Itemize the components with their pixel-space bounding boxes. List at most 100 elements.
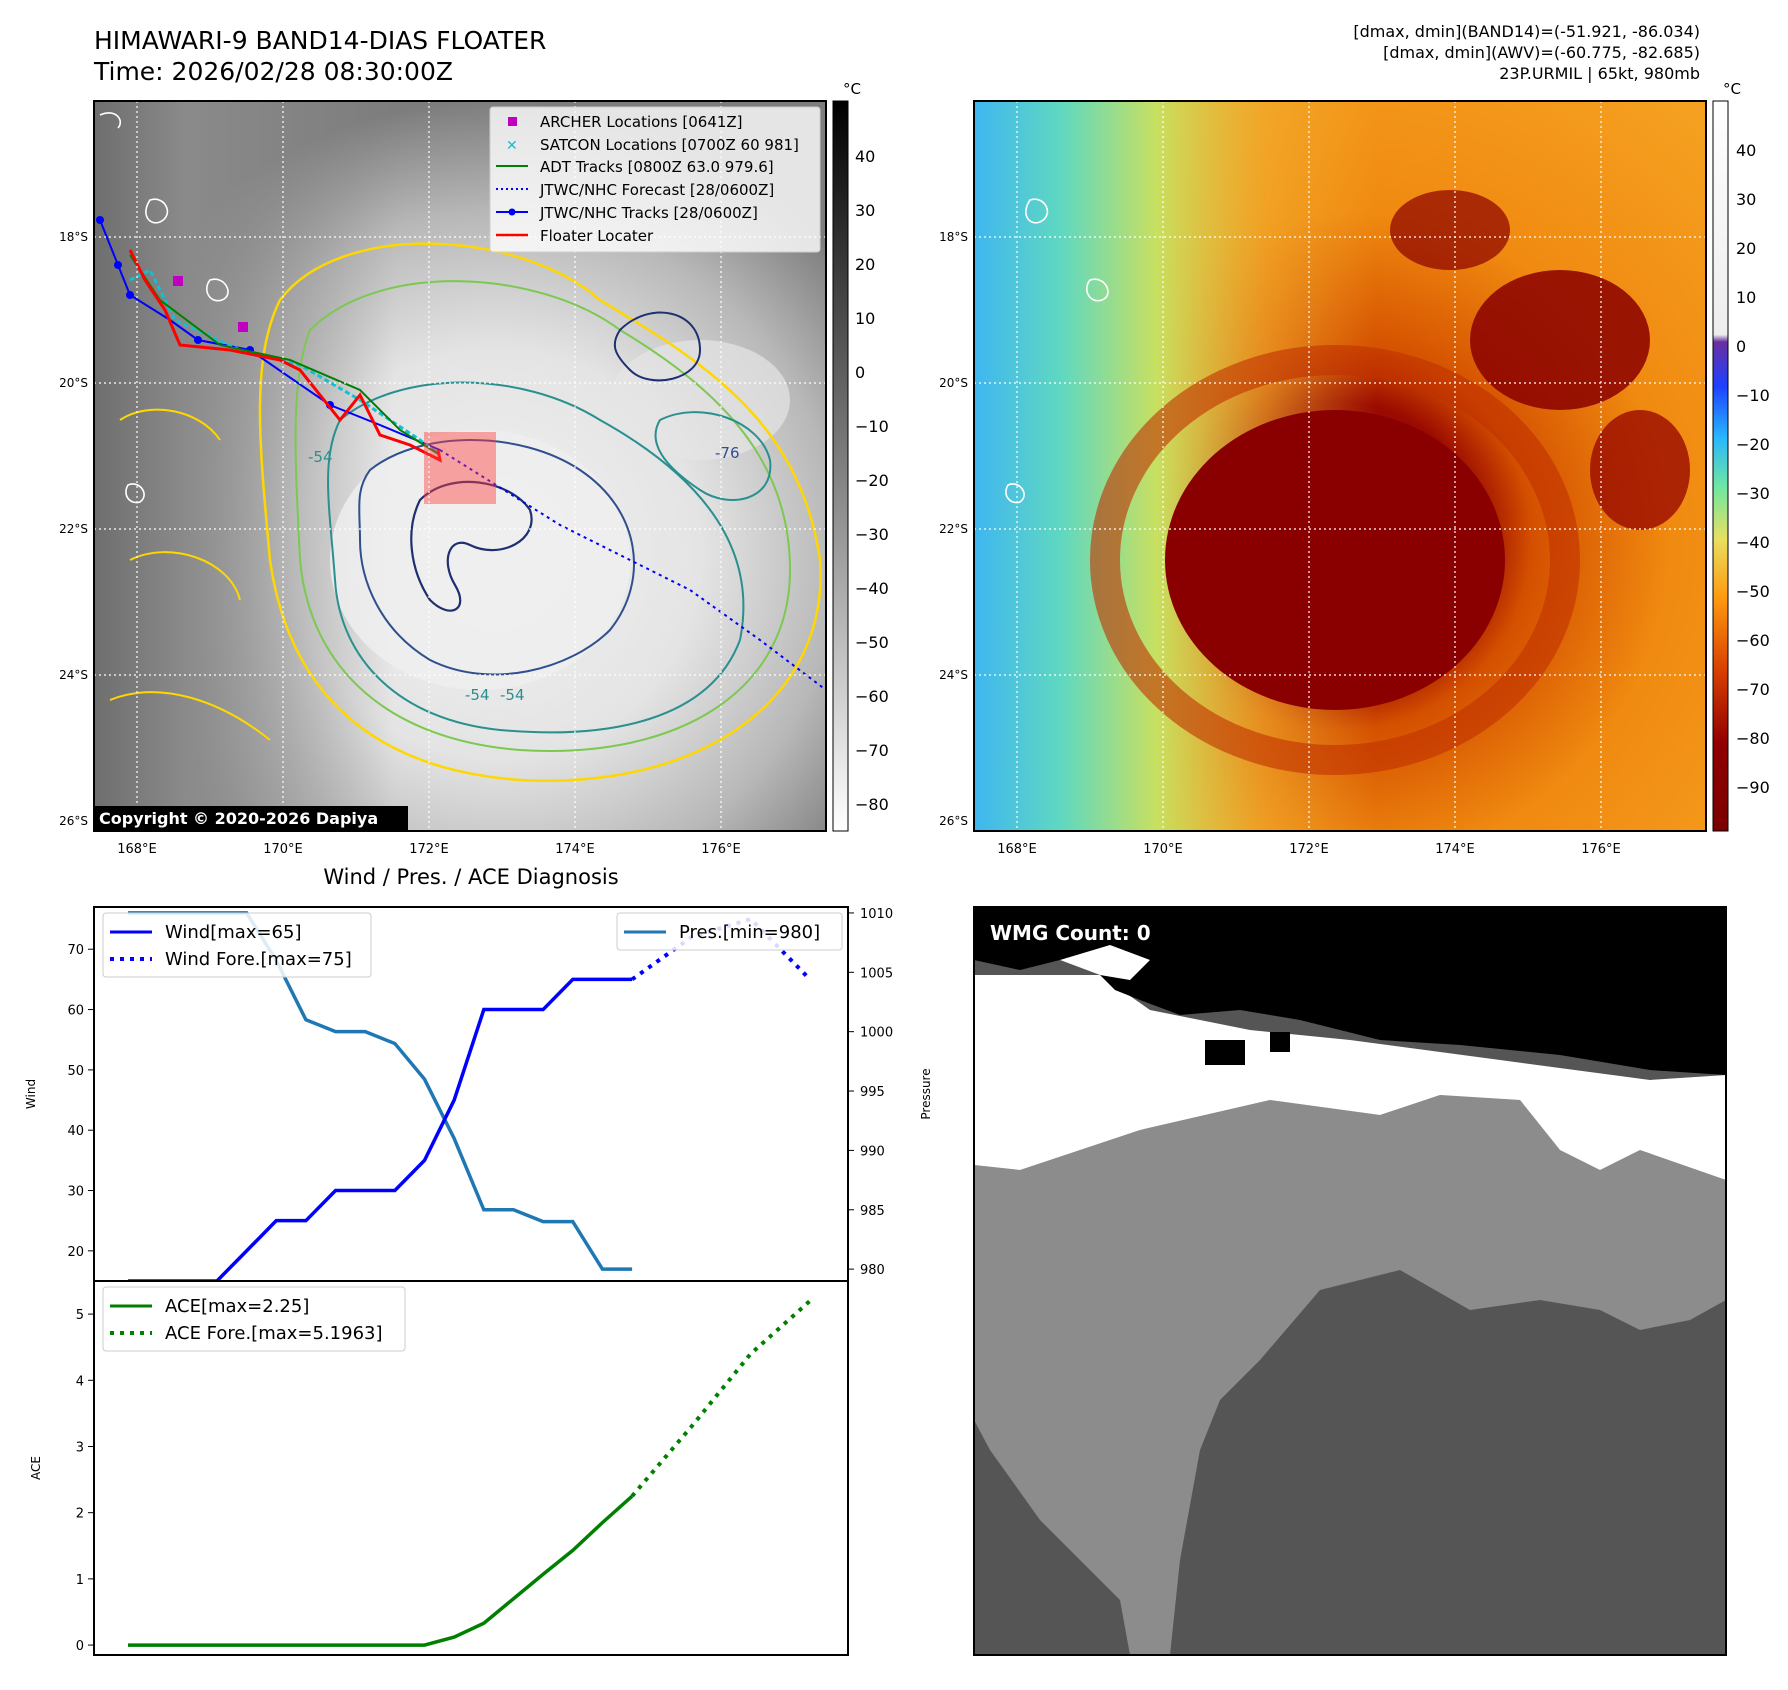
svg-text:−10: −10	[855, 417, 889, 436]
svg-text:−30: −30	[1736, 484, 1770, 503]
wind-tick-label: 40	[67, 1124, 84, 1139]
ace-tick-label: 0	[76, 1639, 84, 1654]
svg-text:0: 0	[855, 363, 865, 382]
wind-tick-label: 50	[67, 1064, 84, 1079]
map2-lat-labels: 18°S 20°S 22°S 24°S 26°S	[939, 230, 968, 828]
ace-tick-label: 2	[76, 1507, 84, 1522]
svg-text:10: 10	[855, 309, 875, 328]
ir-map-panel: -54 -54 -76 -54 ARCHER Locations [0641Z]…	[59, 80, 889, 857]
map-legend: ARCHER Locations [0641Z] ✕ SATCON Locati…	[489, 106, 821, 253]
svg-text:−80: −80	[1736, 729, 1770, 748]
ace-series-line	[128, 1494, 634, 1647]
wind-yticks: 20 30 40 50 60 70	[67, 943, 94, 1260]
stats-awv: [dmax, dmin](AWV)=(-60.775, -82.685)	[1383, 43, 1700, 62]
figure-time: Time: 2026/02/28 08:30:00Z	[94, 57, 453, 86]
svg-text:176°E: 176°E	[1581, 842, 1621, 857]
map2-gridlines	[974, 101, 1706, 831]
pressure-tick-label: 980	[860, 1263, 885, 1278]
svg-text:−10: −10	[1736, 386, 1770, 405]
svg-text:26°S: 26°S	[939, 814, 968, 828]
svg-text:0: 0	[1736, 337, 1746, 356]
ace-chart: 0 1 2 3 4 5 ACE ACE[max=2.25] ACE Fore.[max=5…	[29, 1280, 849, 1656]
map2-lon-labels: 168°E 170°E 172°E 174°E 176°E	[997, 842, 1621, 857]
svg-text:18°S: 18°S	[939, 230, 968, 244]
pressure-tick-label: 1010	[860, 907, 893, 922]
legend-archer: ARCHER Locations [0641Z]	[540, 113, 743, 131]
color-map-panel: °C 40 30 20 10 0 −10 −20 −30 −40 −50 −60…	[939, 80, 1770, 857]
svg-text:40: 40	[1736, 141, 1756, 160]
ace-forecast-legend-label: ACE Fore.[max=5.1963]	[165, 1323, 383, 1344]
pressure-legend-label: Pres.[min=980]	[679, 922, 820, 943]
wind-axis-label: Wind	[24, 1079, 38, 1109]
wind-pressure-chart: Wind / Pres. / ACE Diagnosis 20 30 40 50 60 7…	[24, 865, 933, 1282]
svg-text:20: 20	[855, 255, 875, 274]
legend-forecast: JTWC/NHC Forecast [28/0600Z]	[539, 181, 774, 199]
legend-adt: ADT Tracks [0800Z 63.0 979.6]	[540, 158, 774, 176]
svg-text:168°E: 168°E	[117, 842, 157, 857]
svg-text:−40: −40	[855, 579, 889, 598]
svg-text:−60: −60	[855, 687, 889, 706]
svg-text:20°S: 20°S	[59, 376, 88, 390]
coastlines-2	[1005, 198, 1109, 504]
wmg-black-region	[974, 907, 1726, 1075]
legend-satcon: SATCON Locations [0700Z 60 981]	[540, 136, 799, 154]
copyright-box	[94, 806, 408, 831]
svg-text:−30: −30	[855, 525, 889, 544]
svg-text:24°S: 24°S	[59, 668, 88, 682]
gray-colorbar-unit: °C	[843, 80, 861, 98]
ace-lines	[128, 1299, 812, 1647]
wind-series-line	[128, 977, 633, 1281]
pressure-axis-label: Pressure	[919, 1068, 933, 1119]
diagnosis-title: Wind / Pres. / ACE Diagnosis	[323, 865, 618, 889]
svg-text:18°S: 18°S	[59, 230, 88, 244]
ace-axis-label: ACE	[29, 1456, 43, 1480]
svg-text:40: 40	[855, 147, 875, 166]
svg-text:30: 30	[855, 201, 875, 220]
svg-text:−50: −50	[1736, 582, 1770, 601]
svg-text:168°E: 168°E	[997, 842, 1037, 857]
contour-label: -54	[308, 448, 333, 466]
svg-text:22°S: 22°S	[939, 522, 968, 536]
ace-tick-label: 3	[76, 1440, 84, 1455]
map1-lat-labels: 18°S 20°S 22°S 24°S 26°S	[59, 230, 88, 828]
svg-text:172°E: 172°E	[409, 842, 449, 857]
wmg-gray-region	[974, 1095, 1726, 1655]
wind-tick-label: 70	[67, 943, 84, 958]
legend-satcon-swatch: ✕	[506, 138, 518, 154]
svg-text:26°S: 26°S	[59, 814, 88, 828]
pressure-tick-label: 1005	[860, 966, 893, 981]
wind-tick-label: 30	[67, 1185, 84, 1200]
ace-tick-label: 4	[76, 1374, 84, 1389]
jtwc-forecast-track	[439, 449, 826, 691]
pressure-tick-label: 995	[860, 1085, 885, 1100]
svg-text:174°E: 174°E	[555, 842, 595, 857]
map1-gridlines	[94, 101, 826, 831]
gray-colorbar-ticks: 40 30 20 10 0 −10 −20 −30 −40 −50 −60 −7…	[855, 147, 889, 814]
wind-tick-label: 20	[67, 1245, 84, 1260]
svg-text:24°S: 24°S	[939, 668, 968, 682]
svg-text:−90: −90	[1736, 778, 1770, 797]
svg-text:−20: −20	[855, 471, 889, 490]
jtwc-track-points	[96, 216, 334, 409]
color-colorbar-ticks: 40 30 20 10 0 −10 −20 −30 −40 −50 −60 −7…	[1736, 141, 1770, 797]
svg-text:170°E: 170°E	[1143, 842, 1183, 857]
wmg-white-region	[974, 975, 1726, 1180]
svg-text:−60: −60	[1736, 631, 1770, 650]
pressure-tick-label: 1000	[860, 1026, 893, 1041]
wind-forecast-legend-label: Wind Fore.[max=75]	[165, 949, 352, 970]
wind-tick-label: 60	[67, 1004, 84, 1019]
contour-label: -54	[465, 686, 490, 704]
ace-yticks: 0 1 2 3 4 5	[76, 1308, 94, 1654]
wmg-count: WMG Count: 0	[990, 921, 1151, 945]
svg-text:−50: −50	[855, 633, 889, 652]
svg-text:−40: −40	[1736, 533, 1770, 552]
pressure-yticks: 980 985 990 995 1000 1005 1010	[848, 907, 893, 1278]
copyright-text: Copyright © 2020-2026 Dapiya	[99, 809, 378, 828]
svg-text:170°E: 170°E	[263, 842, 303, 857]
wmg-panel: WMG Count: 0	[973, 906, 1727, 1656]
color-colorbar	[1712, 100, 1729, 832]
svg-text:20: 20	[1736, 239, 1756, 258]
contour-label: -54	[500, 686, 525, 704]
svg-text:22°S: 22°S	[59, 522, 88, 536]
